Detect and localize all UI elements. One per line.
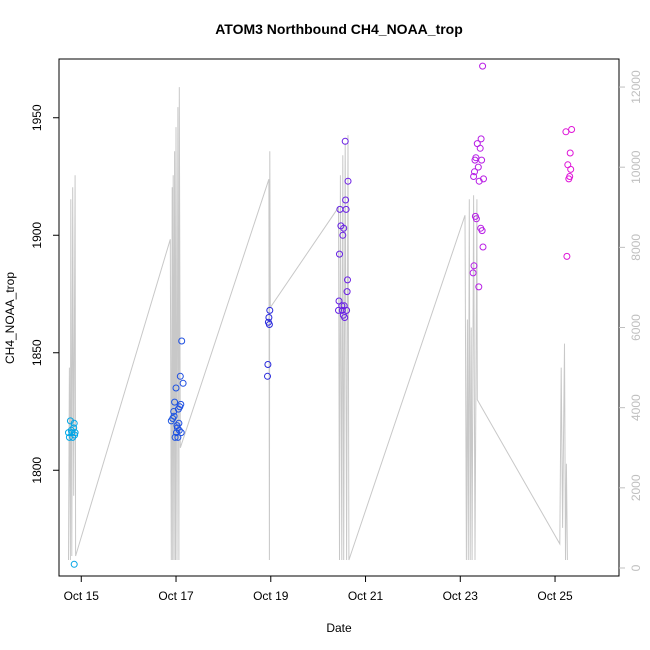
data-point xyxy=(340,224,348,232)
data-point xyxy=(264,372,271,380)
data-point xyxy=(175,426,183,434)
altitude-line xyxy=(68,87,568,561)
data-point xyxy=(335,306,342,314)
data-point xyxy=(338,306,346,314)
data-point xyxy=(566,149,574,157)
data-points xyxy=(65,62,576,568)
x-tick-label: Oct 19 xyxy=(253,589,289,603)
data-point xyxy=(341,314,349,321)
x-axis-label: Date xyxy=(326,621,352,635)
data-point xyxy=(174,433,182,441)
x-tick-label: Oct 15 xyxy=(64,589,100,603)
data-point xyxy=(179,379,187,387)
y-tick-label: 1900 xyxy=(30,222,44,249)
data-point xyxy=(480,175,487,183)
data-point xyxy=(567,165,575,173)
data-point xyxy=(70,424,78,432)
altitude-trace xyxy=(68,87,568,561)
data-point xyxy=(563,252,571,260)
data-point xyxy=(172,384,180,392)
data-point xyxy=(469,269,477,277)
secondary-y-tick-label: 12000 xyxy=(629,70,643,104)
data-point xyxy=(336,250,343,258)
data-point xyxy=(341,137,349,145)
x-tick-label: Oct 25 xyxy=(537,589,573,603)
data-point xyxy=(264,361,272,368)
y-tick-label: 1800 xyxy=(30,457,44,484)
data-point xyxy=(170,412,178,420)
y-tick-label: 1950 xyxy=(30,104,44,131)
data-point xyxy=(472,215,480,223)
data-point xyxy=(475,283,483,291)
data-point xyxy=(265,314,273,321)
secondary-y-tick-label: 8000 xyxy=(629,234,643,261)
x-tick-label: Oct 17 xyxy=(158,589,194,603)
data-point xyxy=(566,173,574,180)
x-tick-label: Oct 23 xyxy=(443,589,479,603)
data-point xyxy=(265,321,273,328)
x-axis: Oct 15 Oct 17 Oct 19 Oct 21 Oct 23 Oct 25 xyxy=(64,576,573,603)
data-point xyxy=(472,154,480,162)
data-point xyxy=(568,126,576,133)
data-point xyxy=(178,337,186,345)
data-point xyxy=(479,62,487,70)
y-tick-label: 1850 xyxy=(30,339,44,366)
data-point xyxy=(171,433,179,441)
chart-title: ATOM3 Northbound CH4_NOAA_trop xyxy=(215,21,463,37)
y-axis: 1800 1850 1900 1950 xyxy=(30,104,59,484)
data-point xyxy=(71,429,79,437)
data-point xyxy=(342,205,350,213)
data-point xyxy=(339,231,347,239)
data-point xyxy=(342,196,350,204)
data-point xyxy=(171,398,179,406)
data-point xyxy=(479,243,487,251)
secondary-y-tick-label: 2000 xyxy=(629,474,643,501)
data-point xyxy=(343,288,351,296)
secondary-y-axis: 0 2000 4000 6000 8000 10000 12000 xyxy=(619,70,643,571)
data-point xyxy=(477,135,485,143)
data-point xyxy=(562,128,570,136)
data-point xyxy=(470,262,478,270)
data-point xyxy=(343,306,351,314)
x-tick-label: Oct 21 xyxy=(348,589,384,603)
data-point xyxy=(66,417,74,425)
data-point xyxy=(476,144,484,152)
data-point xyxy=(177,429,185,437)
data-point xyxy=(266,306,274,314)
data-point xyxy=(474,163,482,171)
secondary-y-tick-label: 4000 xyxy=(629,394,643,421)
data-point xyxy=(338,302,346,310)
data-point xyxy=(70,419,78,427)
data-point xyxy=(478,227,486,235)
plot-frame xyxy=(58,58,620,577)
data-point xyxy=(177,400,185,408)
data-point xyxy=(344,276,351,284)
data-point xyxy=(470,173,478,180)
data-point xyxy=(344,177,352,185)
y-axis-label: CH4_NOAA_trop xyxy=(3,272,17,364)
secondary-y-tick-label: 10000 xyxy=(629,150,643,184)
data-point xyxy=(478,156,486,164)
data-point xyxy=(70,560,78,568)
secondary-y-tick-label: 0 xyxy=(629,564,643,571)
data-point xyxy=(471,168,478,176)
secondary-y-tick-label: 6000 xyxy=(629,314,643,341)
data-point xyxy=(176,372,184,380)
data-point xyxy=(175,419,183,427)
